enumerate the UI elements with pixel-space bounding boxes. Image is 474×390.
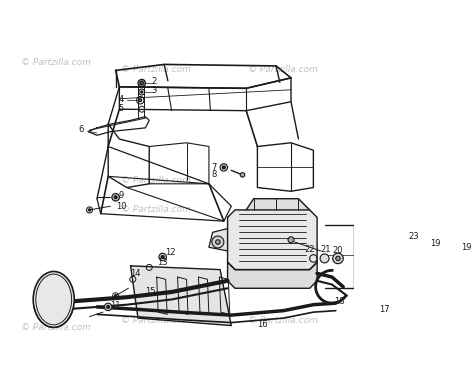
Text: 17: 17	[379, 305, 390, 314]
Text: 11: 11	[110, 301, 121, 310]
Circle shape	[371, 310, 375, 314]
Circle shape	[336, 256, 340, 261]
Text: 14: 14	[130, 269, 141, 278]
Circle shape	[159, 253, 166, 261]
Text: © Partzilla.com: © Partzilla.com	[121, 205, 191, 214]
Circle shape	[381, 256, 388, 264]
Polygon shape	[130, 266, 231, 326]
Text: © Partzilla.com: © Partzilla.com	[21, 323, 91, 332]
Circle shape	[112, 193, 119, 201]
Circle shape	[115, 294, 117, 297]
Text: 16: 16	[257, 319, 268, 329]
Circle shape	[240, 173, 245, 177]
Text: 15: 15	[146, 287, 156, 296]
Circle shape	[220, 164, 228, 171]
Circle shape	[216, 240, 220, 244]
Ellipse shape	[33, 271, 74, 328]
Circle shape	[114, 196, 117, 199]
Text: 19: 19	[430, 239, 440, 248]
Circle shape	[212, 236, 224, 248]
Circle shape	[320, 254, 329, 263]
Circle shape	[288, 237, 294, 243]
Text: © Partzilla.com: © Partzilla.com	[121, 66, 191, 74]
Circle shape	[141, 91, 143, 93]
Text: 8: 8	[211, 170, 217, 179]
Circle shape	[107, 305, 109, 308]
Polygon shape	[228, 262, 317, 288]
Circle shape	[140, 81, 144, 85]
Text: 5: 5	[118, 104, 124, 113]
Polygon shape	[246, 199, 310, 210]
Circle shape	[89, 209, 91, 211]
Text: 22: 22	[304, 245, 315, 254]
Circle shape	[139, 99, 142, 102]
Polygon shape	[209, 229, 228, 251]
Polygon shape	[228, 210, 317, 269]
Circle shape	[333, 253, 343, 264]
Text: 23: 23	[409, 232, 419, 241]
Text: 6: 6	[78, 125, 83, 134]
Text: 2: 2	[152, 77, 157, 86]
Circle shape	[161, 255, 164, 259]
Text: 18: 18	[334, 297, 345, 306]
Text: 3: 3	[152, 86, 157, 95]
Text: © Partzilla.com: © Partzilla.com	[248, 316, 318, 324]
Circle shape	[222, 166, 225, 169]
Circle shape	[138, 79, 146, 87]
Text: 12: 12	[165, 248, 175, 257]
Text: © Partzilla.com: © Partzilla.com	[121, 176, 191, 185]
Circle shape	[104, 303, 112, 311]
Text: © Partzilla.com: © Partzilla.com	[248, 66, 318, 74]
Text: 21: 21	[320, 245, 330, 254]
Text: © Partzilla.com: © Partzilla.com	[121, 316, 191, 324]
Text: 10: 10	[117, 202, 127, 211]
Text: 20: 20	[332, 246, 343, 255]
Text: 7: 7	[211, 163, 217, 172]
Text: © Partzilla.com: © Partzilla.com	[21, 58, 91, 67]
Text: 9: 9	[119, 190, 124, 200]
Text: 19: 19	[461, 243, 472, 252]
Text: 13: 13	[156, 258, 167, 267]
Text: 4: 4	[118, 95, 124, 104]
